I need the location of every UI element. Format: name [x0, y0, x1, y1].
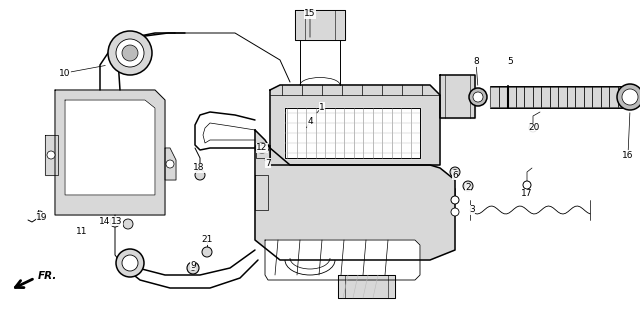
Circle shape — [122, 45, 138, 61]
Polygon shape — [256, 145, 270, 158]
Polygon shape — [499, 87, 507, 107]
Circle shape — [469, 88, 487, 106]
Circle shape — [451, 208, 459, 216]
Polygon shape — [285, 108, 420, 158]
Circle shape — [195, 170, 205, 180]
Text: 8: 8 — [473, 58, 479, 66]
Circle shape — [110, 217, 120, 227]
Text: 4: 4 — [307, 117, 313, 127]
Text: 10: 10 — [60, 68, 71, 77]
Polygon shape — [532, 87, 541, 107]
Text: 21: 21 — [202, 236, 212, 244]
Text: 5: 5 — [507, 58, 513, 66]
Circle shape — [122, 255, 138, 271]
Circle shape — [116, 249, 144, 277]
Polygon shape — [618, 87, 626, 107]
Circle shape — [463, 181, 473, 191]
Text: 18: 18 — [193, 163, 205, 173]
Polygon shape — [515, 87, 524, 107]
Circle shape — [529, 124, 537, 132]
Polygon shape — [270, 85, 440, 165]
Text: 9: 9 — [190, 261, 196, 270]
Polygon shape — [507, 87, 515, 107]
Polygon shape — [255, 175, 268, 210]
Text: 1: 1 — [319, 102, 325, 112]
Circle shape — [116, 39, 144, 67]
Polygon shape — [65, 100, 155, 195]
Text: 14: 14 — [99, 216, 111, 226]
Circle shape — [47, 151, 55, 159]
Circle shape — [202, 247, 212, 257]
Polygon shape — [592, 87, 600, 107]
Polygon shape — [524, 87, 532, 107]
Polygon shape — [550, 87, 558, 107]
Circle shape — [452, 169, 458, 175]
Circle shape — [622, 89, 638, 105]
Polygon shape — [55, 90, 165, 215]
Polygon shape — [566, 87, 575, 107]
Circle shape — [123, 219, 133, 229]
Polygon shape — [490, 87, 499, 107]
Circle shape — [450, 167, 460, 177]
Text: 3: 3 — [469, 205, 475, 215]
Text: 16: 16 — [622, 151, 634, 159]
Circle shape — [523, 181, 531, 189]
Text: 19: 19 — [36, 213, 48, 221]
Polygon shape — [584, 87, 592, 107]
Polygon shape — [295, 10, 345, 40]
Text: 6: 6 — [452, 170, 458, 180]
Polygon shape — [255, 130, 455, 260]
Circle shape — [451, 196, 459, 204]
Polygon shape — [338, 275, 395, 298]
Polygon shape — [541, 87, 550, 107]
Text: 11: 11 — [76, 227, 88, 237]
Text: 12: 12 — [256, 144, 268, 152]
Text: FR.: FR. — [38, 271, 58, 281]
Circle shape — [108, 31, 152, 75]
Circle shape — [191, 266, 195, 271]
Circle shape — [37, 211, 43, 217]
Text: 17: 17 — [521, 190, 532, 198]
Text: 15: 15 — [304, 9, 316, 19]
Polygon shape — [558, 87, 566, 107]
Polygon shape — [609, 87, 618, 107]
Text: 7: 7 — [265, 158, 271, 168]
Circle shape — [617, 84, 640, 110]
Circle shape — [187, 262, 199, 274]
Polygon shape — [575, 87, 584, 107]
Polygon shape — [45, 135, 58, 175]
Text: 2: 2 — [465, 184, 471, 192]
Polygon shape — [600, 87, 609, 107]
Circle shape — [166, 160, 174, 168]
Text: 13: 13 — [111, 216, 123, 226]
Text: 20: 20 — [528, 123, 540, 133]
Polygon shape — [165, 148, 176, 180]
Circle shape — [465, 184, 470, 188]
Polygon shape — [265, 240, 420, 280]
Polygon shape — [440, 75, 475, 118]
Circle shape — [473, 92, 483, 102]
